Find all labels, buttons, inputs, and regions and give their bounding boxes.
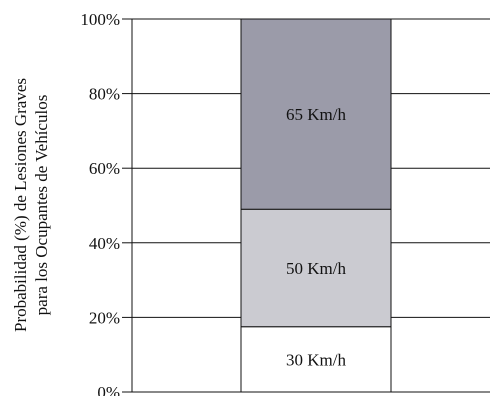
y-axis-title-line1: Probabilidad (%) de Lesiones Graves	[11, 78, 30, 332]
y-tick-label-60: 60%	[89, 159, 120, 178]
bar-segment-label-2: 50 Km/h	[286, 259, 346, 278]
y-tick-label-80: 80%	[89, 85, 120, 104]
bar-segment-label-3: 65 Km/h	[286, 105, 346, 124]
bar-segment-label-1: 30 Km/h	[286, 350, 346, 369]
y-axis: 0% 20% 40% 60% 80% 100%	[80, 10, 490, 396]
y-tick-label-100: 100%	[80, 10, 120, 29]
y-tick-label-20: 20%	[89, 308, 120, 327]
y-tick-label-40: 40%	[89, 234, 120, 253]
y-axis-title-line2: para los Ocupantes de Vehículos	[32, 95, 51, 316]
bar-segment-2	[240, 208, 392, 328]
segment-labels: 30 Km/h 50 Km/h 65 Km/h	[286, 105, 346, 369]
bar-segment-1	[240, 326, 392, 393]
stacked-bar	[240, 18, 392, 393]
bar-segment-3	[240, 18, 392, 210]
y-tick-label-0: 0%	[97, 383, 120, 396]
